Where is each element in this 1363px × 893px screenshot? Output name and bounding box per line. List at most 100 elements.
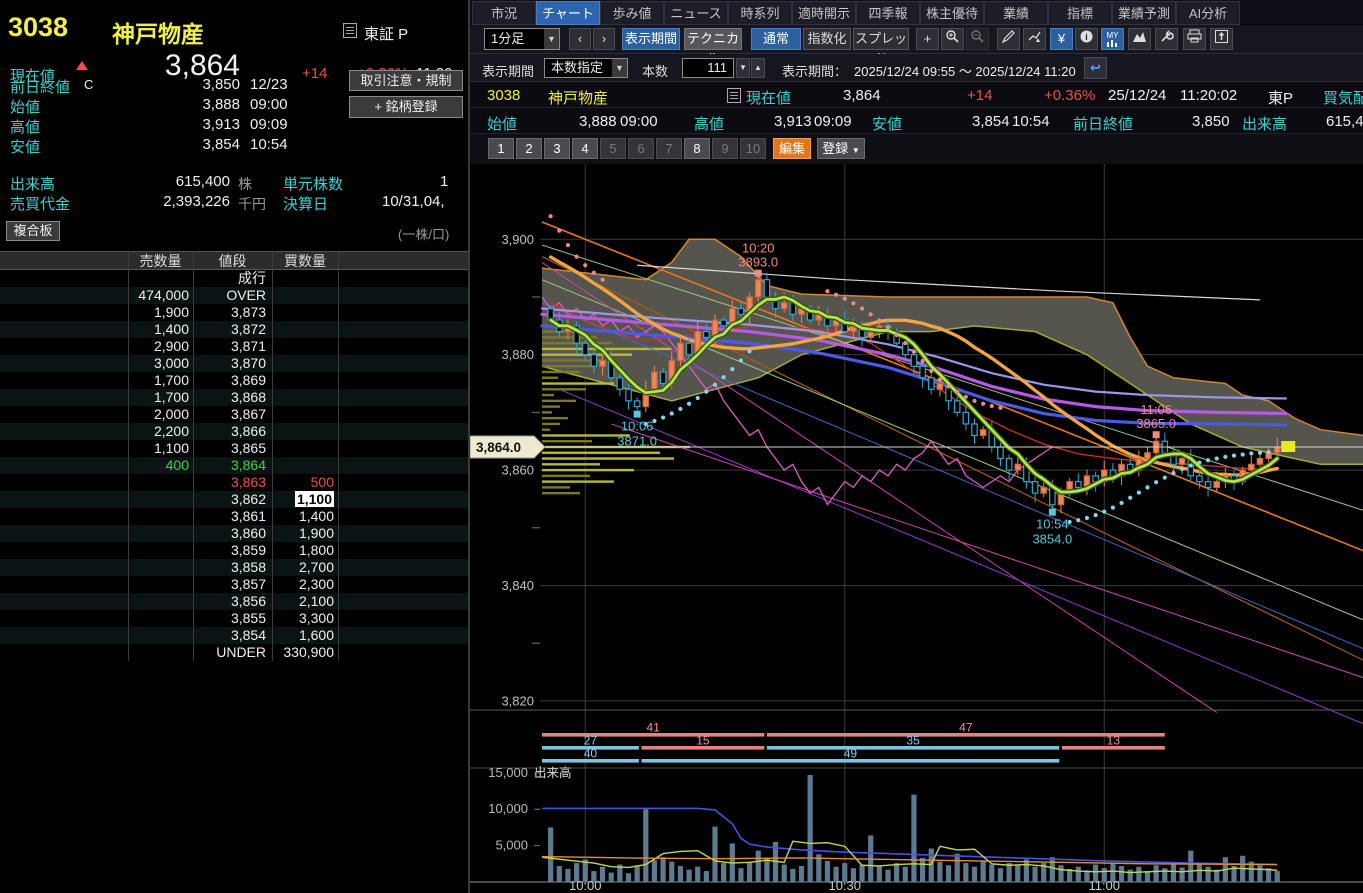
next-button[interactable]: › [593, 28, 615, 50]
wrench-icon[interactable] [1155, 28, 1178, 50]
price-cell[interactable]: 3,861 [230, 508, 266, 524]
popout-icon[interactable] [1210, 28, 1233, 50]
count-increment-button[interactable]: ▲ [751, 58, 765, 78]
price-cell[interactable]: 成行 [238, 270, 266, 286]
mountain-chart-icon[interactable] [1128, 28, 1151, 50]
book-row[interactable]: 3,857 2,300 [0, 576, 468, 593]
chart-page-7[interactable]: 7 [656, 138, 682, 159]
tab-active-1[interactable]: チャート [536, 1, 600, 25]
price-cell[interactable]: 3,855 [230, 610, 266, 626]
display-period-button[interactable]: 表示期間 [622, 28, 680, 50]
tab-7[interactable]: 株主優待 [920, 1, 984, 25]
price-cell[interactable]: 3,863 [230, 474, 266, 490]
book-row[interactable]: 3,861 1,400 [0, 508, 468, 525]
chart-page-9[interactable]: 9 [712, 138, 738, 159]
book-row[interactable]: 1,900 3,873 [0, 304, 468, 321]
book-row[interactable]: 2,900 3,871 [0, 338, 468, 355]
price-cell[interactable]: 3,866 [230, 423, 266, 439]
spread-mode-button[interactable]: スプレッド [853, 28, 909, 66]
book-row[interactable]: 3,862 1,100 [0, 491, 468, 508]
crosshair-icon[interactable]: + [916, 28, 939, 50]
book-row[interactable]: 1,700 3,868 [0, 389, 468, 406]
tab-6[interactable]: 四季報 [856, 1, 920, 25]
tab-4[interactable]: 時系列 [728, 1, 792, 25]
zoom-in-icon[interactable] [941, 28, 964, 50]
book-row[interactable]: 3,854 1,600 [0, 627, 468, 644]
chart-page-2[interactable]: 2 [516, 138, 542, 159]
chart-page-4[interactable]: 4 [572, 138, 598, 159]
price-cell[interactable]: 3,864 [230, 457, 266, 473]
book-row[interactable]: 2,000 3,867 [0, 406, 468, 423]
chart-page-3[interactable]: 3 [544, 138, 570, 159]
price-cell[interactable]: 3,854 [230, 627, 266, 643]
period-mode-select[interactable]: 本数指定 ▼ [544, 58, 628, 78]
edit-button[interactable]: 編集 [773, 138, 811, 159]
tab-5[interactable]: 適時開示 [792, 1, 856, 25]
trade-caution-button[interactable]: 取引注意・規制 [349, 70, 463, 91]
chart-page-1[interactable]: 1 [488, 138, 514, 159]
book-row[interactable]: 1,400 3,872 [0, 321, 468, 338]
price-cell[interactable]: 3,872 [230, 321, 266, 337]
chart-page-5[interactable]: 5 [600, 138, 626, 159]
list-icon[interactable] [727, 88, 741, 103]
tab-0[interactable]: 市況 [472, 1, 536, 25]
chart-page-10[interactable]: 10 [740, 138, 766, 159]
yen-icon[interactable]: ¥ [1050, 28, 1073, 50]
info-icon[interactable]: i [1075, 28, 1098, 50]
tab-11[interactable]: AI分析 [1176, 1, 1240, 25]
price-cell[interactable]: 3,873 [230, 304, 266, 320]
book-row[interactable]: 3,858 2,700 [0, 559, 468, 576]
zoom-out-icon[interactable] [966, 28, 989, 50]
book-row[interactable]: 474,000 OVER [0, 287, 468, 304]
price-cell[interactable]: 3,869 [230, 372, 266, 388]
bar-count-input[interactable]: 111 [682, 58, 734, 78]
price-cell[interactable]: 3,857 [230, 576, 266, 592]
chart-page-8[interactable]: 8 [684, 138, 710, 159]
register-symbol-button[interactable]: + 銘柄登録 [349, 96, 463, 118]
normal-mode-button[interactable]: 通常 [751, 28, 801, 50]
print-icon[interactable] [1183, 28, 1206, 50]
composite-board-button[interactable]: 複合板 [6, 221, 60, 241]
book-row[interactable]: 400 3,864 [0, 457, 468, 474]
book-row[interactable]: 3,855 3,300 [0, 610, 468, 627]
price-cell[interactable]: 3,862 [230, 491, 266, 507]
pencil-icon[interactable] [997, 28, 1020, 50]
interval-select[interactable]: 1分足 ▼ [484, 28, 560, 50]
technical-button[interactable]: テクニカル [684, 28, 742, 66]
book-row[interactable]: 3,000 3,870 [0, 355, 468, 372]
prev-button[interactable]: ‹ [569, 28, 591, 50]
reset-range-icon[interactable]: ↩ [1084, 57, 1107, 79]
register-dropdown[interactable]: 登録 ▼ [817, 138, 865, 159]
tab-2[interactable]: 歩み値 [600, 1, 664, 25]
price-cell[interactable]: 3,858 [230, 559, 266, 575]
price-cell[interactable]: 3,868 [230, 389, 266, 405]
book-row[interactable]: UNDER 330,900 [0, 644, 468, 661]
price-cell[interactable]: 3,867 [230, 406, 266, 422]
price-cell[interactable]: 3,871 [230, 338, 266, 354]
price-cell[interactable]: 3,865 [230, 440, 266, 456]
tab-3[interactable]: ニュース [664, 1, 728, 25]
price-cell[interactable]: 3,859 [230, 542, 266, 558]
book-row[interactable]: 1,100 3,865 [0, 440, 468, 457]
book-row[interactable]: 成行 [0, 270, 468, 287]
book-row[interactable]: 3,863 500 [0, 474, 468, 491]
book-row[interactable]: 2,200 3,866 [0, 423, 468, 440]
book-row[interactable]: 1,700 3,869 [0, 372, 468, 389]
tab-9[interactable]: 指標 [1048, 1, 1112, 25]
my-chart-icon[interactable]: MY [1101, 28, 1124, 50]
indexed-mode-button[interactable]: 指数化 [803, 28, 851, 50]
price-cell[interactable]: 3,856 [230, 593, 266, 609]
chart-page-6[interactable]: 6 [628, 138, 654, 159]
tab-10[interactable]: 業績予測 [1112, 1, 1176, 25]
price-cell[interactable]: 3,870 [230, 355, 266, 371]
book-row[interactable]: 3,860 1,900 [0, 525, 468, 542]
book-row[interactable]: 3,856 2,100 [0, 593, 468, 610]
trendline-icon[interactable] [1023, 28, 1046, 50]
price-cell[interactable]: UNDER [216, 644, 266, 660]
price-cell[interactable]: 3,860 [230, 525, 266, 541]
count-decrement-button[interactable]: ▼ [736, 58, 750, 78]
book-row[interactable]: 3,859 1,800 [0, 542, 468, 559]
price-cell[interactable]: OVER [226, 287, 266, 303]
tab-8[interactable]: 業績 [984, 1, 1048, 25]
